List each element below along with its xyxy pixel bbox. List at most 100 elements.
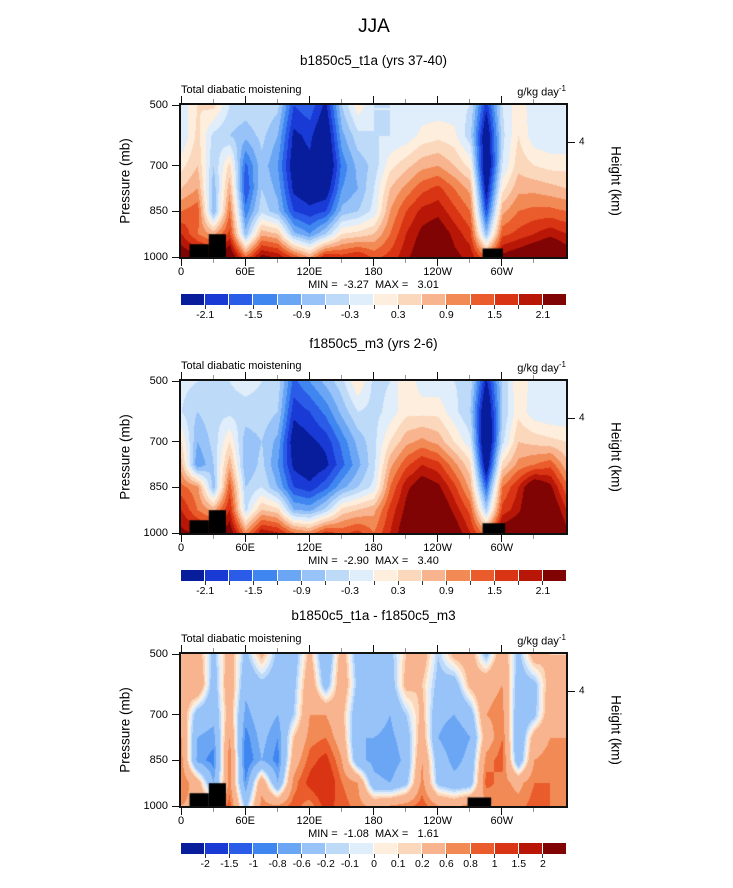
panel3-contour-field	[181, 654, 566, 806]
lon-major-tick	[244, 808, 246, 815]
pressure-tick	[172, 210, 179, 212]
lon-minor-tick	[405, 648, 407, 652]
lon-minor-tick	[340, 808, 342, 812]
colorbar-tick-label: -0.1	[340, 858, 359, 870]
colorbar-tick	[373, 581, 375, 585]
lon-major-tick	[373, 372, 374, 379]
lon-major-tick	[180, 645, 182, 652]
pressure-tick	[172, 653, 179, 655]
colorbar-tick	[494, 854, 496, 858]
panel2-field-label: Total diabatic moistening	[181, 360, 302, 372]
lon-tick-label: 180	[364, 266, 383, 278]
colorbar-segment	[325, 843, 349, 854]
lon-minor-tick	[469, 99, 471, 103]
colorbar-tick	[204, 305, 206, 309]
lon-major-tick	[437, 96, 439, 103]
lon-tick-label: 180	[364, 815, 383, 827]
panel3-title: b1850c5_t1a - f1850c5_m3	[291, 608, 456, 623]
colorbar-tick-label: 0.1	[390, 858, 406, 870]
lon-major-tick	[244, 96, 246, 103]
colorbar-tick-label: -2.1	[196, 309, 215, 321]
lon-major-tick	[244, 535, 246, 542]
colorbar-segment	[253, 843, 277, 854]
pressure-tick-label: 500	[149, 375, 168, 387]
colorbar-segment	[470, 294, 494, 305]
lon-minor-tick	[469, 535, 471, 539]
colorbar-tick-label: -0.8	[268, 858, 287, 870]
colorbar-segment	[422, 843, 446, 854]
colorbar-tick	[421, 854, 423, 858]
colorbar-tick-label: 0.3	[390, 585, 406, 597]
colorbar-tick	[204, 581, 206, 585]
pressure-tick-label: 1000	[143, 251, 168, 263]
colorbar-segment	[470, 843, 494, 854]
lon-minor-tick	[212, 535, 214, 539]
panel1-units-label: g/kg day-1	[517, 84, 566, 99]
colorbar-tick	[325, 305, 327, 309]
colorbar-segment	[398, 570, 422, 581]
panel2-contour-field	[181, 381, 566, 533]
lon-major-tick	[437, 372, 439, 379]
lon-tick-label: 60W	[490, 266, 514, 278]
colorbar-segment	[181, 294, 205, 305]
panel1-minmax: MIN = -3.27 MAX = 3.01	[308, 279, 439, 291]
colorbar-tick-label: -1	[248, 858, 259, 870]
colorbar-segment	[398, 843, 422, 854]
panel3-plot-frame	[179, 652, 568, 808]
colorbar-tick	[445, 305, 447, 309]
colorbar-tick	[542, 854, 544, 858]
pressure-tick-label: 500	[149, 99, 168, 111]
lon-minor-tick	[212, 99, 214, 103]
lon-minor-tick	[405, 259, 407, 263]
lon-tick-label: 120E	[296, 542, 323, 554]
colorbar-segment	[422, 570, 446, 581]
panel1-y2axis-label: Height (km)	[608, 146, 624, 216]
colorbar-segment	[349, 294, 373, 305]
colorbar-tick	[397, 854, 399, 858]
height-tick-label: 4	[579, 685, 585, 697]
height-tick-label: 4	[579, 412, 585, 424]
pressure-tick	[172, 486, 179, 488]
colorbar-segment	[325, 570, 349, 581]
pressure-tick-label: 850	[149, 754, 168, 767]
lon-major-tick	[308, 259, 310, 266]
lon-tick-label: 0	[177, 266, 185, 278]
lon-major-tick	[501, 535, 503, 542]
colorbar-tick	[470, 581, 471, 585]
colorbar-segment	[446, 294, 470, 305]
colorbar-segment	[277, 843, 301, 854]
colorbar-tick	[301, 854, 303, 858]
colorbar-tick	[228, 854, 230, 858]
pressure-tick-label: 850	[149, 205, 168, 218]
lon-minor-tick	[340, 99, 342, 103]
lon-tick-label: 120E	[296, 815, 323, 827]
lon-minor-tick	[533, 535, 535, 539]
lon-tick-label: 0	[177, 815, 185, 827]
lon-minor-tick	[533, 375, 535, 379]
panel2-minmax: MIN = -2.90 MAX = 3.40	[308, 555, 439, 567]
pressure-tick-label: 1000	[143, 527, 168, 539]
colorbar-segment	[205, 843, 229, 854]
colorbar-segment	[301, 294, 325, 305]
colorbar-tick-label: -2.1	[196, 585, 215, 597]
lon-tick-label: 120E	[296, 266, 323, 278]
lon-minor-tick	[340, 648, 342, 652]
panel1-contour-field	[181, 105, 566, 257]
colorbar-segment	[205, 294, 229, 305]
colorbar-tick-label: 2.1	[535, 309, 551, 321]
pressure-tick	[172, 759, 179, 761]
height-tick	[568, 417, 575, 419]
lon-minor-tick	[276, 648, 278, 652]
lon-major-tick	[308, 645, 310, 652]
pressure-tick-label: 1000	[143, 800, 168, 812]
colorbar-segment	[494, 843, 518, 854]
panel2-plot-frame	[179, 379, 568, 535]
lon-minor-tick	[276, 259, 278, 263]
colorbar-tick	[373, 305, 375, 309]
lon-minor-tick	[340, 535, 342, 539]
height-tick	[568, 690, 575, 692]
colorbar-tick-label: -0.6	[292, 858, 311, 870]
colorbar-segment	[277, 570, 301, 581]
colorbar-segment	[253, 294, 277, 305]
